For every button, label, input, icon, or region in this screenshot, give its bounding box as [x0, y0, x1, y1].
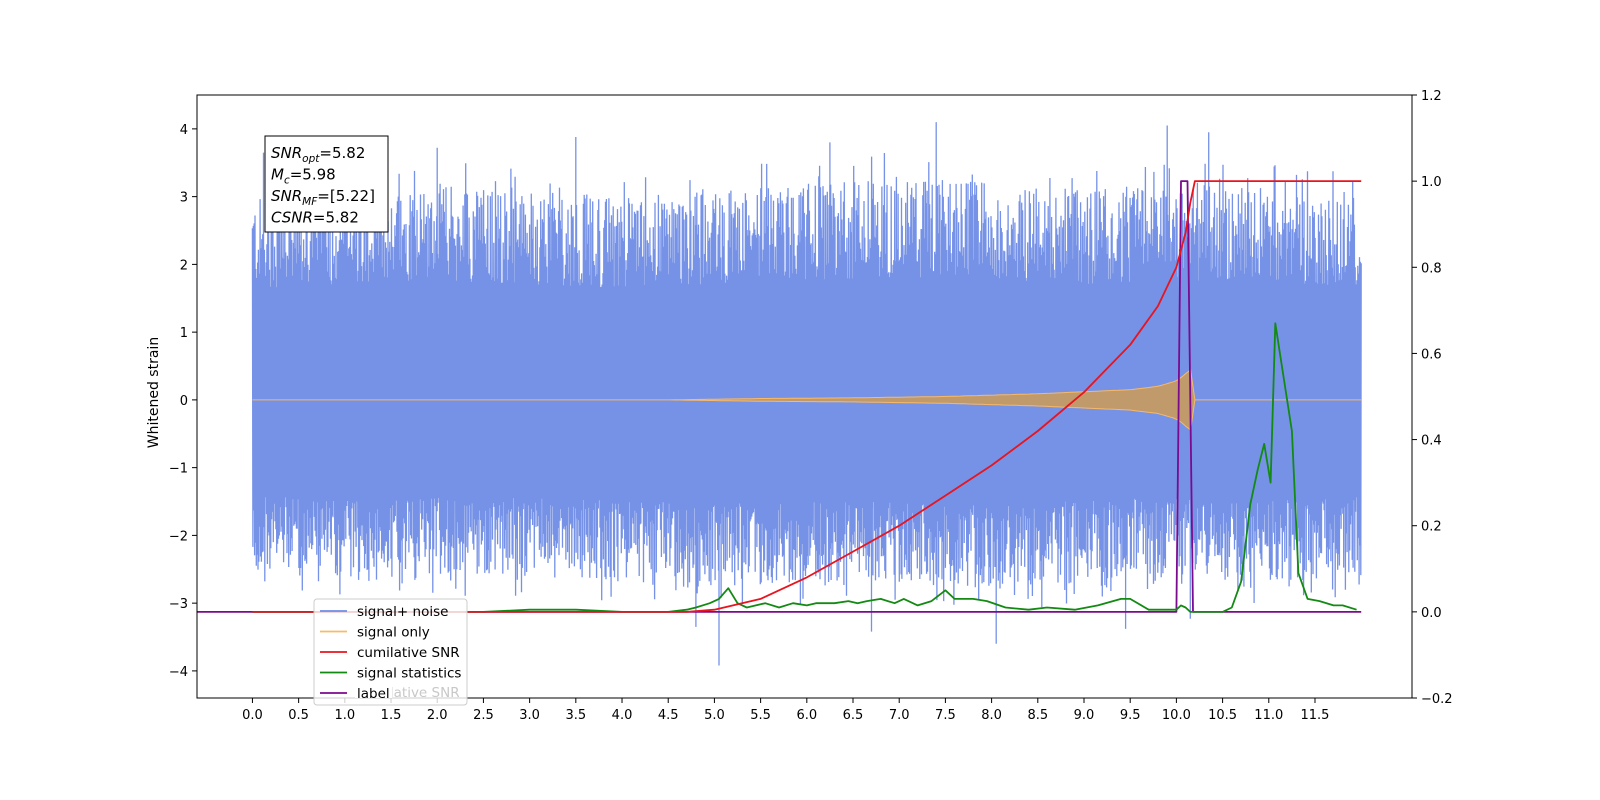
- y2-tick-label: 0.6: [1421, 347, 1442, 362]
- series-signal-only-line: [252, 368, 1362, 431]
- series-signal-statistics-line: [252, 322, 1357, 613]
- x-tick-label: 4.0: [612, 708, 633, 723]
- series-layer: [197, 122, 1362, 666]
- annotation-line: SNRopt=5.82: [271, 144, 365, 165]
- x-tick-label: 4.5: [658, 708, 679, 723]
- y2-tick-label: 0.2: [1421, 520, 1442, 535]
- x-tick-label: 7.0: [889, 708, 910, 723]
- legend-label: cumilative SNR: [357, 645, 460, 661]
- annotation-line: CSNR=5.82: [271, 209, 359, 227]
- x-tick-label: 7.5: [935, 708, 956, 723]
- y-tick-label: −2: [169, 529, 188, 544]
- y-tick-label: −4: [169, 665, 188, 680]
- x-tick-label: 2.0: [427, 708, 448, 723]
- y2-tick-label: 0.0: [1421, 606, 1442, 621]
- y-tick-label: −3: [169, 597, 188, 612]
- y2-tick-label: 0.4: [1421, 434, 1442, 449]
- y2-tick-label: 1.0: [1421, 175, 1442, 190]
- x-tick-label: 3.5: [565, 708, 586, 723]
- x-tick-label: 8.5: [1027, 708, 1048, 723]
- legend-label: label: [357, 686, 390, 702]
- x-tick-label: 0.5: [288, 708, 309, 723]
- series-signal-noise-line: [251, 122, 1362, 666]
- legend-label: signal+ noise: [357, 604, 448, 620]
- y-tick-label: 2: [180, 258, 188, 273]
- x-tick-label: 1.0: [334, 708, 355, 723]
- plot-frame: [196, 94, 1413, 699]
- x-tick-label: 11.0: [1254, 708, 1283, 723]
- x-tick-label: 10.0: [1162, 708, 1191, 723]
- x-tick-label: 5.0: [704, 708, 725, 723]
- x-tick-label: 3.0: [519, 708, 540, 723]
- y-tick-label: 1: [180, 326, 188, 341]
- series-cumilative-snr-line: [252, 180, 1362, 613]
- x-tick-label: 1.5: [381, 708, 402, 723]
- x-tick-label: 10.5: [1208, 708, 1237, 723]
- y2-tick-label: 0.8: [1421, 261, 1442, 276]
- annotation-line: SNRMF=[5.22]: [271, 187, 375, 208]
- x-tick-label: 9.0: [1074, 708, 1095, 723]
- y-tick-label: 4: [180, 123, 188, 138]
- legend-label: signal statistics: [357, 666, 461, 682]
- x-tick-label: 11.5: [1301, 708, 1330, 723]
- x-tick-label: 5.5: [750, 708, 771, 723]
- x-tick-label: 0.0: [242, 708, 263, 723]
- legend-frame: [313, 598, 468, 706]
- y-axis-label: Whitened strain: [146, 337, 162, 448]
- y-tick-label: −1: [169, 462, 188, 477]
- legend-label: signal only: [357, 625, 430, 641]
- ticks-layer: 0.0 0.5 1.0 1.5 2.0 2.5 3.0 3.5 4.0 4.5 5.0 5.5 6.0 6…: [169, 89, 1453, 723]
- y2-tick-label: −0.2: [1421, 692, 1453, 707]
- x-tick-label: 9.5: [1120, 708, 1141, 723]
- x-tick-label: 6.5: [843, 708, 864, 723]
- y-tick-label: 3: [180, 191, 188, 206]
- annotation-frame: [264, 135, 389, 233]
- y-tick-label: 0: [180, 394, 188, 409]
- annotation-line: Mc=5.98: [271, 166, 336, 187]
- x-tick-label: 2.5: [473, 708, 494, 723]
- legend-label-backdrop: [355, 682, 392, 698]
- x-tick-label: 8.0: [981, 708, 1002, 723]
- y2-tick-label: 1.2: [1421, 89, 1442, 104]
- x-tick-label: 6.0: [796, 708, 817, 723]
